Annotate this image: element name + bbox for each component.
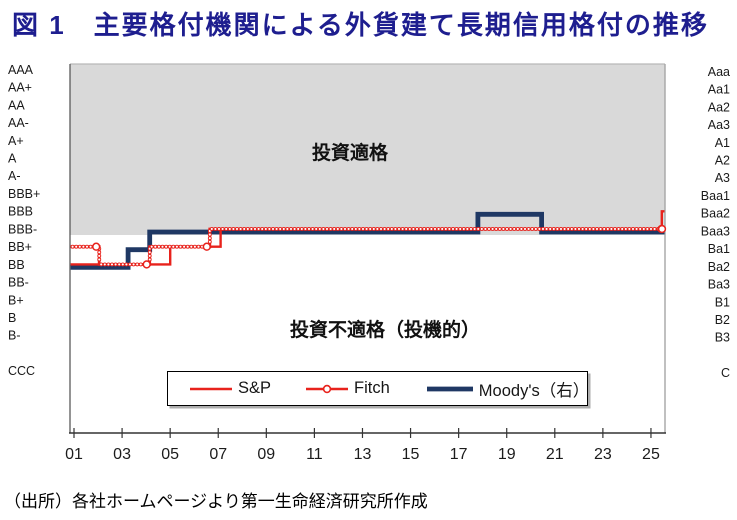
- y-axis-label-right: Ba2: [708, 260, 730, 274]
- moodys-series-line: [70, 211, 665, 270]
- legend-item-sp: S&P: [189, 379, 271, 398]
- sp-line-sample-icon: [190, 387, 232, 390]
- y-axis-label-left: A: [8, 152, 17, 166]
- moodys-line-sample-icon: [426, 386, 473, 391]
- y-axis-label-right: Aa2: [708, 100, 730, 114]
- y-axis-label-left: CCC: [8, 364, 35, 378]
- x-axis-tick-label: 13: [354, 446, 372, 463]
- y-axis-label-right: C: [721, 366, 730, 380]
- source-note: （出所）各社ホームページより第一生命経済研究所作成: [4, 492, 428, 511]
- legend-label-moodys: Moody's（右）: [478, 381, 590, 400]
- y-axis-label-left: AA-: [8, 116, 29, 130]
- y-axis-label-left: BB+: [8, 240, 32, 254]
- y-axis-label-right: Baa1: [701, 189, 730, 203]
- y-axis-label-right: B3: [715, 331, 730, 345]
- fitch-series-markers: [70, 224, 667, 269]
- y-axis-label-left: BB-: [8, 276, 29, 290]
- investment-grade-label: 投資適格: [311, 143, 389, 164]
- y-axis-label-left: BBB: [8, 205, 33, 219]
- y-axis-label-right: B1: [715, 295, 730, 309]
- y-axis-label-right: Ba1: [708, 242, 730, 256]
- legend-label-fitch: Fitch: [354, 379, 390, 397]
- y-axis-label-left: A-: [8, 169, 21, 183]
- x-axis-tick-label: 25: [642, 446, 660, 463]
- y-axis-label-right: Ba3: [708, 278, 730, 292]
- y-axis-label-right: A3: [715, 171, 730, 185]
- y-axis-label-right: Aaa: [708, 65, 730, 79]
- x-axis-tick-label: 09: [257, 446, 275, 463]
- x-axis-tick-label: 23: [594, 446, 612, 463]
- y-axis-label-left: B-: [8, 329, 21, 343]
- x-axis-tick-label: 05: [161, 446, 179, 463]
- y-axis-label-left: BB: [8, 258, 25, 272]
- sp-series-line: [70, 210, 665, 266]
- investment-grade-region: [70, 64, 665, 235]
- y-axis-label-right: Baa3: [701, 224, 730, 238]
- y-axis-label-left: BBB+: [8, 187, 40, 201]
- y-axis-label-left: AAA: [8, 63, 34, 77]
- legend-item-fitch: Fitch: [305, 379, 390, 398]
- y-axis-label-right: Aa1: [708, 83, 730, 97]
- speculative-grade-label: 投資不適格（投機的）: [289, 320, 481, 341]
- y-axis-label-left: A+: [8, 134, 24, 148]
- legend-item-moodys: Moody's（右）: [426, 377, 589, 401]
- y-axis-label-right: Aa3: [708, 118, 730, 132]
- x-axis-tick-label: 15: [402, 446, 420, 463]
- x-axis-tick-label: 01: [65, 446, 83, 463]
- y-axis-label-right: Baa2: [701, 207, 730, 221]
- y-axis-label-right: B2: [715, 313, 730, 327]
- figure-title: 図 1 主要格付機関による外貨建て長期信用格付の推移: [12, 10, 709, 40]
- chart-legend: S&P Fitch Moody's（右）: [167, 371, 589, 406]
- y-axis-label-right: A2: [715, 154, 730, 168]
- y-axis-label-left: B+: [8, 293, 24, 307]
- fitch-line-sample-icon: [306, 384, 349, 393]
- x-axis-tick-label: 17: [450, 446, 468, 463]
- x-axis-tick-label: 07: [209, 446, 227, 463]
- x-axis-tick-label: 21: [546, 446, 564, 463]
- x-axis-tick-label: 03: [113, 446, 131, 463]
- y-axis-label-right: A1: [715, 136, 730, 150]
- y-axis-label-left: B: [8, 311, 16, 325]
- y-axis-label-left: AA: [8, 98, 25, 112]
- y-axis-label-left: AA+: [8, 81, 32, 95]
- y-axis-label-left: BBB-: [8, 222, 37, 236]
- legend-label-sp: S&P: [238, 379, 272, 397]
- x-axis-tick-label: 19: [498, 446, 516, 463]
- x-axis-tick-label: 11: [306, 446, 323, 463]
